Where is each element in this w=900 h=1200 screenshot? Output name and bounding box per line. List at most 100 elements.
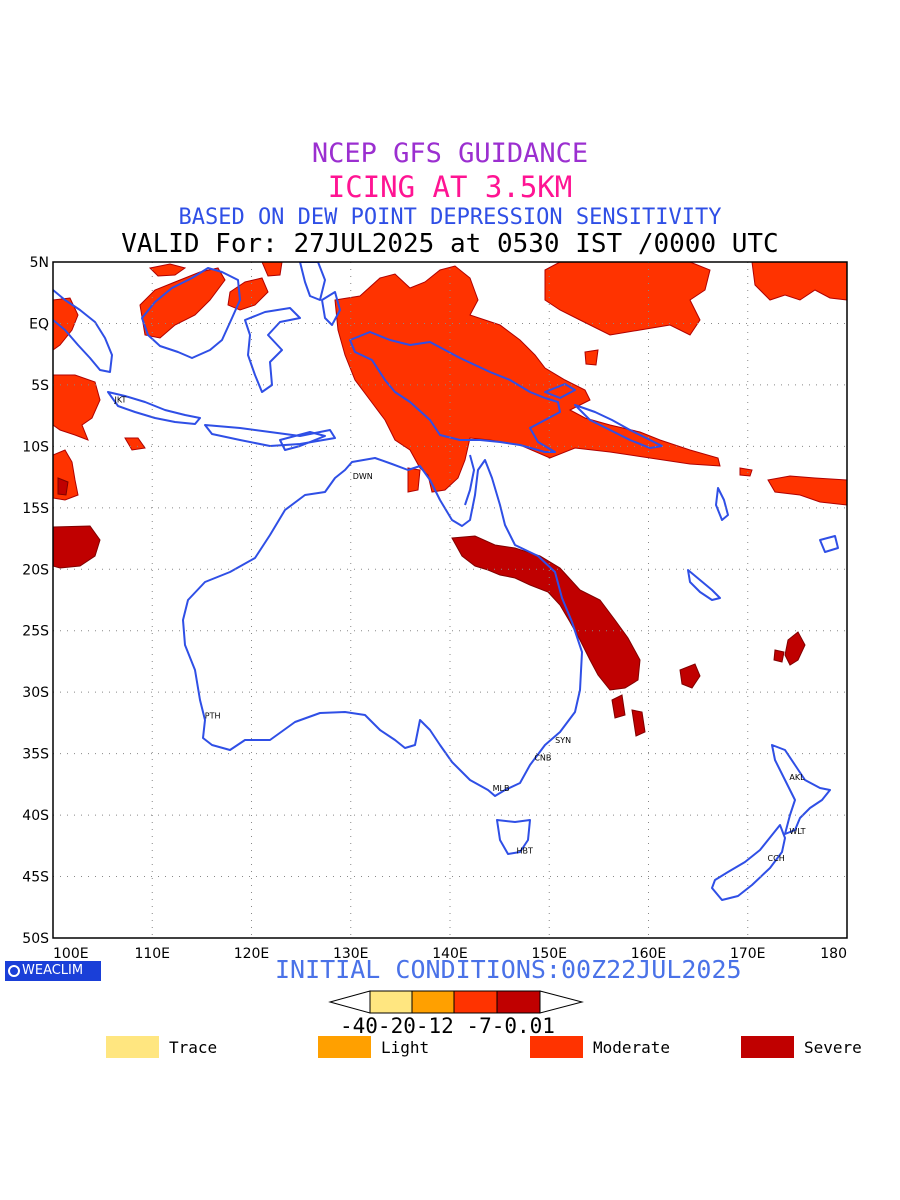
colorbar-severe [496, 990, 541, 1014]
moderate-icing-area [334, 265, 721, 493]
moderate-icing-area [53, 297, 79, 351]
lesser-sunda-coastline [204, 424, 336, 447]
new-caledonia-coastline [687, 569, 721, 601]
new-zealand-north-coastline [771, 744, 831, 835]
longitude-label: 150E [531, 946, 567, 962]
new-guinea-coastline [349, 331, 561, 453]
tasmania-coastline [496, 819, 531, 855]
latitude-label: 50S [22, 931, 49, 947]
fiji-coastline [819, 535, 839, 553]
title-method: BASED ON DEW POINT DEPRESSION SENSITIVIT… [178, 205, 722, 230]
title-valid-time: VALID For: 27JUL2025 at 0530 IST /0000 U… [121, 229, 779, 259]
moderate-icing-area [148, 263, 187, 277]
bismarck-coastline [544, 383, 576, 399]
sulawesi-coastline [244, 307, 301, 393]
moderate-icing-area [751, 262, 847, 301]
latitude-label: 15S [22, 501, 49, 517]
legend-label-trace: Trace [169, 1038, 218, 1057]
longitude-label: 110E [134, 946, 170, 962]
legend-label-severe: Severe [804, 1038, 862, 1057]
moderate-icing-area [584, 349, 599, 366]
timor-coastline [279, 431, 326, 451]
australia-coastline [182, 457, 583, 797]
city-label-mlb: MLB [493, 784, 510, 793]
legend-swatch-trace [106, 1036, 159, 1058]
icing-areas [53, 262, 847, 737]
moderate-icing-area [767, 475, 847, 506]
colorbar-tick-labels: -40-20-12 -7-0.01 [340, 1014, 555, 1038]
latitude-label: 5N [30, 255, 49, 271]
moderate-icing-area [407, 467, 421, 493]
colorbar-left-arrow [328, 990, 371, 1014]
title-product: ICING AT 3.5KM [327, 170, 573, 204]
moderate-icing-area [227, 277, 269, 311]
colorbar-right-arrow [539, 990, 584, 1014]
gridlines [53, 262, 847, 938]
halmahera-coastline [321, 291, 341, 326]
moderate-icing-area [544, 262, 711, 336]
colorbar-light [411, 990, 455, 1014]
latitude-label: 30S [22, 685, 49, 701]
colorbar-moderate [453, 990, 498, 1014]
cape-york-coastline [464, 454, 475, 506]
severe-icing-area [57, 477, 69, 496]
legend-swatch-light [318, 1036, 371, 1058]
moderate-icing-area [124, 437, 146, 451]
weaclim-logo-icon [8, 965, 20, 977]
city-label-cch: CCH [768, 854, 785, 863]
colorbar-trace [369, 990, 413, 1014]
longitude-label: 160E [631, 946, 667, 962]
latitude-label: EQ [29, 316, 49, 332]
longitude-label: 100E [53, 946, 89, 962]
longitude-label: 130E [333, 946, 369, 962]
borneo-coastline [141, 267, 241, 359]
legend-label-moderate: Moderate [593, 1038, 671, 1057]
severe-icing-area [53, 525, 101, 569]
longitude-label: 120E [234, 946, 270, 962]
moderate-icing-area [261, 262, 283, 277]
initial-conditions: INITIAL CONDITIONS:00Z22JUL2025 [275, 955, 742, 984]
city-label-wlt: WLT [789, 827, 805, 836]
latitude-labels: 5N EQ 5S 10S 15S 20S 25S 30S 35S 40S 45S 50S [22, 255, 49, 947]
latitude-label: 5S [31, 378, 49, 394]
city-label-cnb: CNB [534, 753, 551, 762]
colorbar [328, 990, 584, 1014]
longitude-label: 140E [432, 946, 468, 962]
severe-icing-area [784, 631, 806, 666]
city-markers: JKT DWN PTH SYN CNB MLB HBT AKL WLT CCH [113, 396, 805, 863]
legend-swatch-moderate [530, 1036, 583, 1058]
latitude-label: 25S [22, 624, 49, 640]
weaclim-logo: WEACLIM [5, 961, 101, 981]
moderate-icing-area [739, 467, 753, 477]
severe-icing-area [451, 535, 641, 691]
legend-label-light: Light [381, 1038, 430, 1057]
longitude-label: 170E [730, 946, 766, 962]
latitude-label: 35S [22, 747, 49, 763]
severe-icing-area [611, 694, 626, 719]
severe-icing-area [773, 649, 785, 663]
moderate-icing-area [53, 374, 101, 441]
sumatra-coastline [53, 289, 113, 373]
city-label-syn: SYN [555, 736, 571, 745]
brand-name: WEACLIM [22, 963, 84, 978]
city-label-akl: AKL [789, 773, 805, 782]
new-zealand-south-coastline [711, 824, 786, 901]
latitude-label: 40S [22, 808, 49, 824]
title-model: NCEP GFS GUIDANCE [311, 138, 589, 169]
latitude-label: 10S [22, 439, 49, 455]
city-label-dwn: DWN [353, 472, 373, 481]
longitude-labels: 100E 110E 120E 130E 140E 150E 160E 170E 180 [53, 946, 847, 962]
latitude-label: 20S [22, 562, 49, 578]
city-label-jkt: JKT [113, 396, 126, 405]
map-frame [52, 261, 848, 939]
legend-swatch-severe [741, 1036, 794, 1058]
severe-icing-area [631, 709, 646, 737]
moderate-icing-area [139, 267, 226, 339]
severe-icing-area [679, 663, 701, 689]
latitude-label: 45S [22, 870, 49, 886]
city-label-hbt: HBT [516, 847, 533, 856]
vanuatu-coastline [715, 487, 729, 521]
philippines-coastline [299, 262, 326, 301]
java-coastline [107, 391, 201, 425]
